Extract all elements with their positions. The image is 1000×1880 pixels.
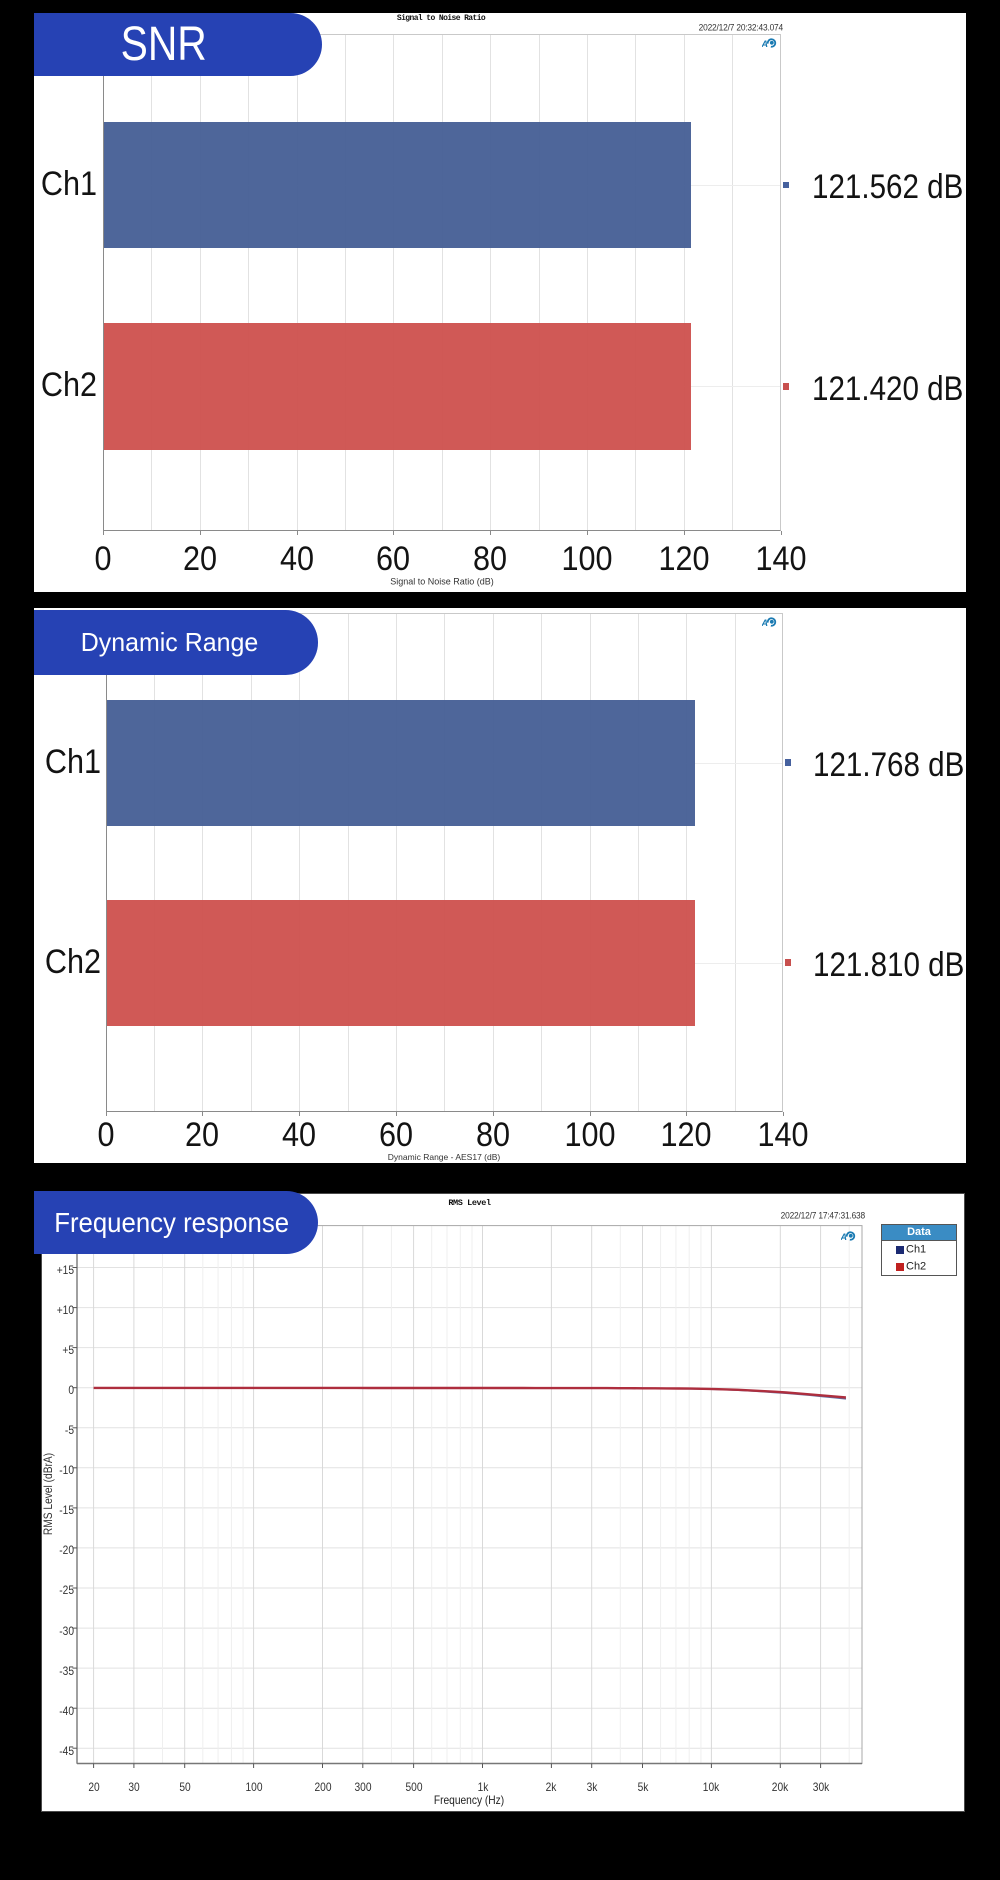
svg-text:A: A bbox=[762, 39, 768, 49]
svg-text:A: A bbox=[762, 618, 768, 628]
svg-text:A: A bbox=[841, 1232, 847, 1242]
